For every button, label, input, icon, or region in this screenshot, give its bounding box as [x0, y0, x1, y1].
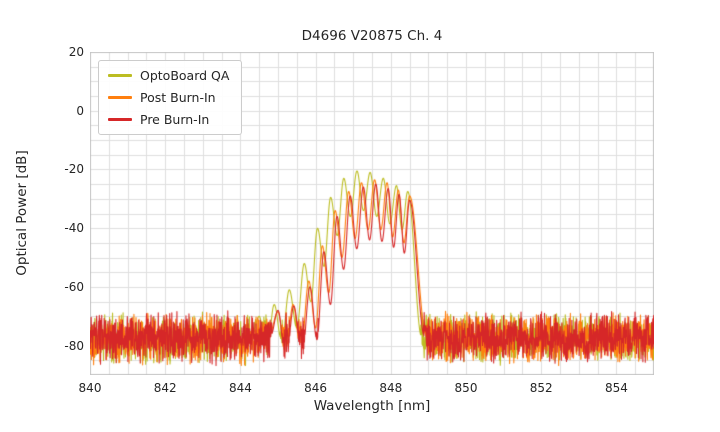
legend-label: Post Burn-In	[140, 90, 216, 105]
legend-label: OptoBoard QA	[140, 68, 230, 83]
legend-item-optoboard-qa: OptoBoard QA	[108, 68, 229, 83]
legend: OptoBoard QA Post Burn-In Pre Burn-In	[98, 60, 243, 135]
legend-label: Pre Burn-In	[140, 112, 210, 127]
x-tick-label: 846	[304, 381, 328, 395]
legend-item-post-burn-in: Post Burn-In	[108, 90, 229, 105]
plot-area: OptoBoard QA Post Burn-In Pre Burn-In	[90, 52, 654, 375]
legend-line-swatch	[108, 118, 132, 121]
x-tick-label: 842	[153, 381, 177, 395]
x-tick-label: 840	[78, 381, 102, 395]
y-tick-label: -20	[64, 162, 84, 177]
x-tick-label: 850	[454, 381, 478, 395]
legend-item-pre-burn-in: Pre Burn-In	[108, 112, 229, 127]
legend-line-swatch	[108, 74, 132, 77]
y-axis-label: Optical Power [dB]	[14, 150, 30, 276]
x-tick-label: 848	[379, 381, 403, 395]
x-tick-label: 844	[228, 381, 252, 395]
y-tick-label: -40	[64, 221, 84, 236]
y-tick-label: -60	[64, 279, 84, 294]
x-tick-label: 852	[529, 381, 553, 395]
y-tick-label: 0	[76, 103, 84, 118]
chart-title: D4696 V20875 Ch. 4	[301, 28, 443, 44]
x-tick-label: 854	[604, 381, 628, 395]
y-tick-label: -80	[64, 338, 84, 353]
x-axis-label: Wavelength [nm]	[313, 398, 431, 414]
y-tick-label: 20	[68, 45, 84, 59]
legend-line-swatch	[108, 96, 132, 99]
